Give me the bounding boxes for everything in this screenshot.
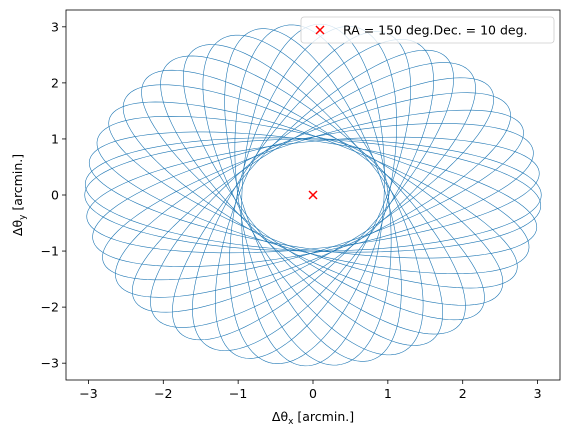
legend-label: RA = 150 deg.Dec. = 10 deg. (343, 23, 528, 38)
y-tick-label: 2 (51, 75, 59, 90)
ellipse-15 (183, 44, 443, 346)
ellipse-series (84, 23, 542, 367)
ellipse-4 (115, 92, 511, 298)
x-tick-label: −3 (79, 386, 97, 401)
x-axis-label: Δθx [arcmin.] (272, 409, 354, 427)
ellipse-8 (192, 39, 434, 351)
y-tick-label: −2 (41, 300, 59, 315)
x-tick-label: 0 (309, 386, 317, 401)
ellipse-9 (214, 31, 412, 359)
x-tick-label: −2 (154, 386, 172, 401)
ellipse-17 (141, 69, 485, 321)
y-tick-label: 3 (51, 19, 59, 34)
ellipse-6 (150, 62, 476, 328)
legend-marker-x (315, 25, 325, 35)
y-tick-label: −3 (41, 356, 59, 371)
y-axis-label-subscript: y (18, 214, 28, 220)
ellipse-5 (131, 77, 495, 313)
center-point (308, 190, 318, 200)
ellipse-19 (108, 101, 518, 289)
x-tick-label: 2 (459, 386, 467, 401)
ellipse-12 (234, 24, 392, 366)
ellipse-10 (229, 26, 397, 364)
ellipse-22 (84, 137, 542, 253)
x-axis-label-subscript: x (288, 417, 294, 427)
legend-box (300, 16, 555, 44)
ellipse-2 (92, 123, 534, 267)
legend: RA = 150 deg.Dec. = 10 deg. (300, 16, 555, 44)
ellipse-0 (84, 138, 542, 252)
y-axis-label-symbol: Δθ (10, 220, 25, 236)
ellipse-14 (202, 34, 424, 356)
ellipse-13 (224, 28, 402, 362)
ellipse-11 (241, 23, 385, 367)
x-tick-label: 1 (384, 386, 392, 401)
ellipse-7 (172, 49, 454, 341)
ellipse-1 (86, 136, 540, 254)
y-tick-label: −1 (41, 244, 59, 259)
legend-x-glyph (315, 25, 325, 35)
y-axis: −3 −2 −1 0 1 2 3 (41, 19, 66, 371)
x-tick-label: −1 (229, 386, 247, 401)
ellipse-20 (96, 115, 530, 275)
x-axis-label-symbol: Δθ (272, 409, 288, 424)
x-axis-label-unit: [arcmin.] (293, 409, 354, 424)
ellipse-3 (102, 109, 524, 281)
ellipse-16 (160, 55, 466, 335)
x-tick-label: 3 (534, 386, 542, 401)
y-tick-label: 1 (51, 131, 59, 146)
y-axis-label: Δθy [arcmin.] (10, 154, 28, 236)
y-tick-label: 0 (51, 188, 59, 203)
x-axis: −3 −2 −1 0 1 2 3 (79, 380, 542, 401)
ellipse-21 (88, 131, 538, 259)
ellipse-18 (122, 84, 504, 306)
y-axis-label-unit: [arcmin.] (10, 154, 25, 215)
center-marker (308, 190, 318, 200)
